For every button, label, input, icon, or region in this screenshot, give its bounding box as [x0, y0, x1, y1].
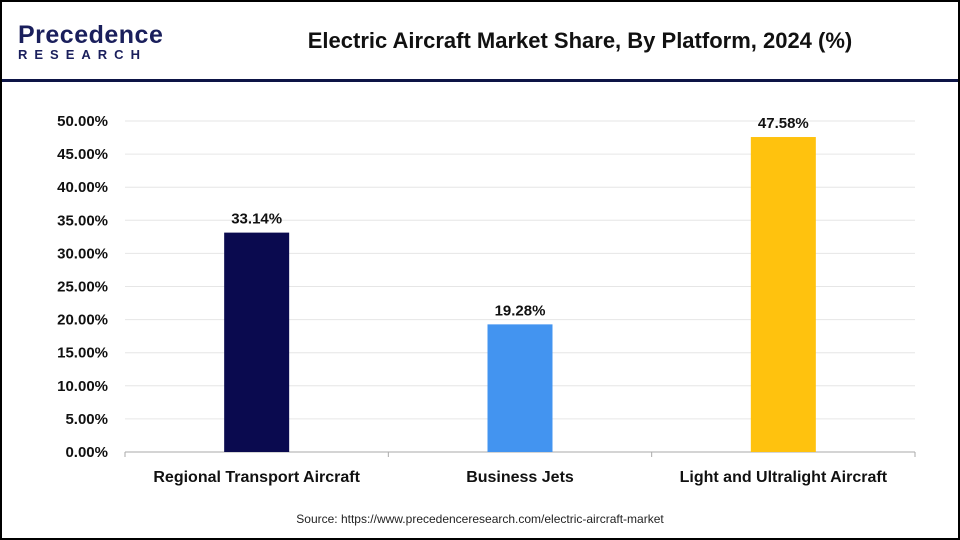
- data-label: 19.28%: [495, 302, 546, 319]
- y-tick-label: 40.00%: [57, 179, 108, 196]
- bar: [750, 137, 816, 453]
- y-tick-label: 20.00%: [57, 312, 108, 329]
- x-tick-label: Regional Transport Aircraft: [153, 469, 360, 486]
- y-tick-label: 25.00%: [57, 279, 108, 296]
- y-tick-label: 10.00%: [57, 378, 108, 395]
- y-tick-label: 15.00%: [57, 345, 108, 362]
- data-label: 47.58%: [758, 115, 809, 132]
- y-tick-label: 30.00%: [57, 245, 108, 262]
- y-tick-label: 0.00%: [65, 444, 108, 461]
- x-tick-label: Business Jets: [466, 469, 574, 486]
- y-tick-label: 45.00%: [57, 146, 108, 163]
- logo-line1: Precedence: [18, 21, 164, 49]
- source-note: Source: https://www.precedenceresearch.c…: [296, 512, 664, 526]
- y-tick-label: 5.00%: [65, 411, 108, 428]
- chart-title: Electric Aircraft Market Share, By Platf…: [307, 28, 853, 53]
- bar: [224, 232, 290, 452]
- bar: [487, 324, 553, 452]
- y-tick-label: 50.00%: [57, 113, 108, 130]
- data-label: 33.14%: [231, 211, 282, 228]
- y-tick-label: 35.00%: [57, 212, 108, 229]
- logo: Precedence RESEARCH: [18, 22, 163, 62]
- logo-line2: RESEARCH: [18, 47, 147, 62]
- header-divider: [2, 79, 958, 82]
- x-tick-label: Light and Ultralight Aircraft: [680, 469, 888, 486]
